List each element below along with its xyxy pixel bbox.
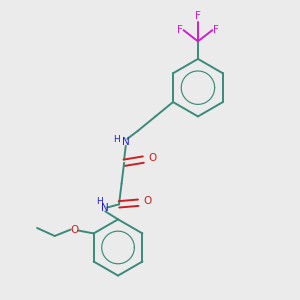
- Text: H: H: [113, 135, 120, 144]
- Text: H: H: [97, 197, 103, 206]
- Text: N: N: [101, 202, 109, 212]
- Text: F: F: [213, 25, 219, 35]
- Text: O: O: [70, 225, 79, 235]
- Text: O: O: [144, 196, 152, 206]
- Text: N: N: [122, 137, 130, 147]
- Text: O: O: [149, 153, 157, 163]
- Text: F: F: [195, 11, 201, 21]
- Text: F: F: [177, 25, 183, 35]
